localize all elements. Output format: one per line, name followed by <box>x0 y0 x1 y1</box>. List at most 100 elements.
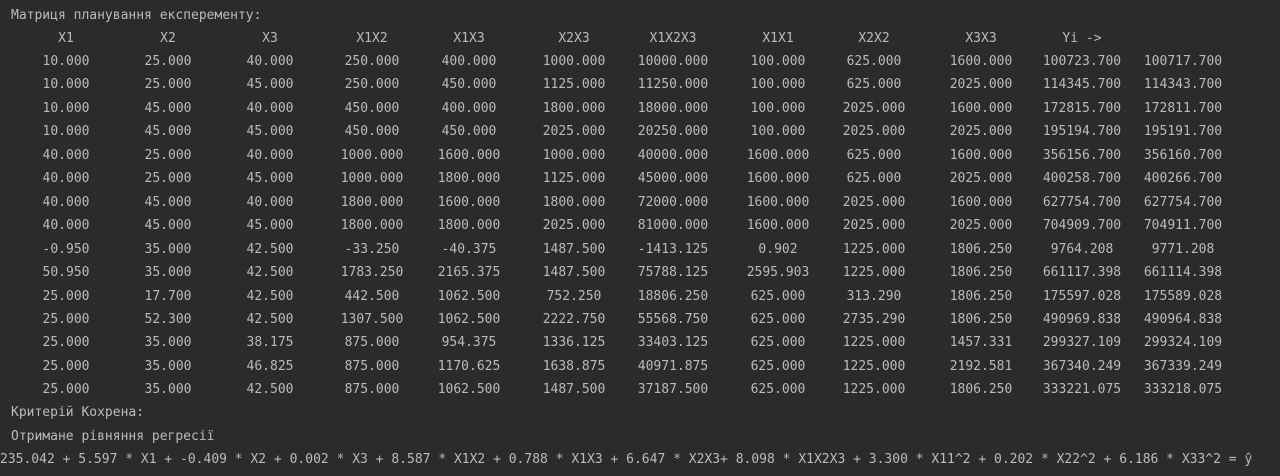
cell: 42.500 <box>246 288 294 304</box>
cell: 75788.125 <box>637 265 709 281</box>
cell: 38.175 <box>246 335 294 351</box>
cell: 40.000 <box>42 147 90 163</box>
cell: 442.500 <box>344 288 400 304</box>
cell: 100723.700 <box>1042 54 1122 69</box>
cell: 10.000 <box>42 54 90 69</box>
cell: 752.250 <box>546 288 602 304</box>
cell: 299324.109 <box>1143 335 1223 351</box>
cell: 299327.109 <box>1042 335 1122 351</box>
cell: -1413.125 <box>637 241 709 257</box>
cell: 35.000 <box>144 382 192 398</box>
cell: 250.000 <box>344 77 400 93</box>
cell: 1307.500 <box>340 311 404 327</box>
cell: 2735.290 <box>842 311 906 327</box>
cell: 172815.700 <box>1042 100 1122 116</box>
cell: 25.000 <box>144 77 192 93</box>
cell: 1062.500 <box>437 382 501 398</box>
cell: 400258.700 <box>1042 171 1122 187</box>
cell: 490964.838 <box>1143 311 1223 327</box>
cell: 1638.875 <box>542 358 606 374</box>
cell: 100.000 <box>750 54 806 69</box>
cell: 175597.028 <box>1042 288 1122 304</box>
cell: 1170.625 <box>437 358 501 374</box>
cell: 40.000 <box>42 171 90 187</box>
cell: 875.000 <box>344 382 400 398</box>
cell: 40.000 <box>42 194 90 210</box>
cell: 33403.125 <box>637 335 709 351</box>
cell: 195191.700 <box>1143 124 1223 140</box>
cell: 367339.249 <box>1143 358 1223 374</box>
cell: 40.000 <box>42 218 90 234</box>
cell: 1225.000 <box>842 335 906 351</box>
cell: 1600.000 <box>746 218 810 234</box>
cell: 2025.000 <box>842 124 906 140</box>
cell: 954.375 <box>441 335 497 351</box>
cell: 1800.000 <box>340 194 404 210</box>
cell: 704909.700 <box>1042 218 1122 234</box>
cell: 1487.500 <box>542 241 606 257</box>
cell: 10.000 <box>42 124 90 140</box>
cell: 45.000 <box>246 77 294 93</box>
cell: 313.290 <box>846 288 902 304</box>
cell: 35.000 <box>144 358 192 374</box>
cell: 81000.000 <box>637 218 709 234</box>
cell: 250.000 <box>344 54 400 69</box>
header-cell: X2X2 <box>858 31 890 46</box>
cell: 1600.000 <box>949 147 1013 163</box>
header-cell: X1X3 <box>453 31 485 46</box>
cell: 356160.700 <box>1143 147 1223 163</box>
cell: 10000.000 <box>637 54 709 69</box>
cell: 625.000 <box>846 147 902 163</box>
equation: 235.042 + 5.597 * X1 + -0.409 * X2 + 0.0… <box>0 452 1253 467</box>
cell: 2025.000 <box>949 171 1013 187</box>
cell: 1336.125 <box>542 335 606 351</box>
cell: 52.300 <box>144 311 192 327</box>
cell: 490969.838 <box>1042 311 1122 327</box>
cell: 175589.028 <box>1143 288 1223 304</box>
cell: 11250.000 <box>637 77 709 93</box>
cell: 1600.000 <box>746 171 810 187</box>
cell: 1800.000 <box>340 218 404 234</box>
cell: 42.500 <box>246 241 294 257</box>
cell: 2222.750 <box>542 311 606 327</box>
cell: 10.000 <box>42 100 90 116</box>
cell: 1600.000 <box>746 194 810 210</box>
cell: 50.950 <box>42 265 90 281</box>
cell: 1487.500 <box>542 265 606 281</box>
cell: 704911.700 <box>1143 218 1223 234</box>
cell: 45000.000 <box>637 171 709 187</box>
cell: 1806.250 <box>949 311 1013 327</box>
cell: 100.000 <box>750 124 806 140</box>
cell: 45.000 <box>246 218 294 234</box>
cell: 114345.700 <box>1042 77 1122 93</box>
cell: 1800.000 <box>437 218 501 234</box>
cell: 1457.331 <box>949 335 1013 351</box>
cell: 625.000 <box>750 311 806 327</box>
cell: 450.000 <box>344 100 400 116</box>
cell: 25.000 <box>144 54 192 69</box>
cell: 2025.000 <box>949 77 1013 93</box>
header-cell: X1 <box>58 31 74 46</box>
header-cell: X3 <box>262 31 278 46</box>
cell: 625.000 <box>846 54 902 69</box>
header-cell: X1X2 <box>356 31 388 46</box>
cell: 1000.000 <box>542 54 606 69</box>
cell: 625.000 <box>750 288 806 304</box>
cell: 1062.500 <box>437 288 501 304</box>
cell: 40000.000 <box>637 147 709 163</box>
cell: 45.000 <box>144 124 192 140</box>
cell: 2165.375 <box>437 265 501 281</box>
cell: -33.250 <box>344 241 400 257</box>
cell: 400.000 <box>441 54 497 69</box>
cell: 100.000 <box>750 77 806 93</box>
cell: 0.902 <box>758 241 798 257</box>
cell: 40.000 <box>246 194 294 210</box>
cell: 625.000 <box>846 171 902 187</box>
cell: 661117.398 <box>1042 265 1122 281</box>
cell: 2025.000 <box>842 194 906 210</box>
header-cell: X3X3 <box>965 31 997 46</box>
cell: 40971.875 <box>637 358 709 374</box>
cell: 1783.250 <box>340 265 404 281</box>
cell: 1806.250 <box>949 265 1013 281</box>
